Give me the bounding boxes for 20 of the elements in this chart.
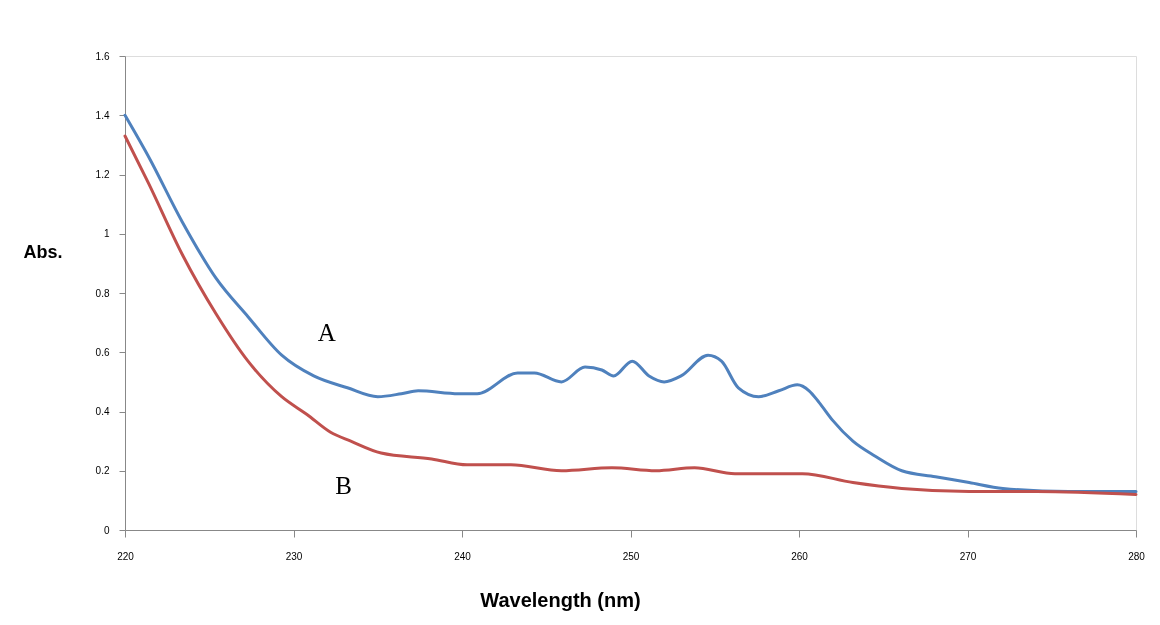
x-tick-label: 250 — [622, 550, 640, 562]
series-label: B — [335, 472, 352, 500]
x-tick-label: 240 — [454, 550, 472, 562]
y-tick-label: 1.4 — [95, 109, 110, 121]
x-axis-title: Wavelength (nm) — [480, 588, 641, 611]
x-tick-label: 270 — [959, 550, 977, 562]
y-tick-label: 0.2 — [95, 465, 110, 477]
y-tick-label: 1.2 — [95, 169, 110, 180]
y-tick-label: 0.4 — [95, 406, 110, 417]
x-tick-label: 230 — [285, 550, 303, 562]
y-tick-label: 0.8 — [95, 287, 110, 299]
x-tick-label: 260 — [791, 550, 809, 562]
y-tick-label: 0 — [103, 524, 110, 536]
y-tick-label: 1 — [103, 228, 110, 240]
x-tick-label: 220 — [117, 550, 135, 562]
series-label: A — [317, 318, 336, 346]
x-tick-label: 280 — [1128, 550, 1146, 562]
y-axis-title: Abs. — [23, 241, 63, 262]
y-tick-label: 0.6 — [95, 346, 110, 358]
y-tick-label: 1.6 — [95, 50, 110, 62]
